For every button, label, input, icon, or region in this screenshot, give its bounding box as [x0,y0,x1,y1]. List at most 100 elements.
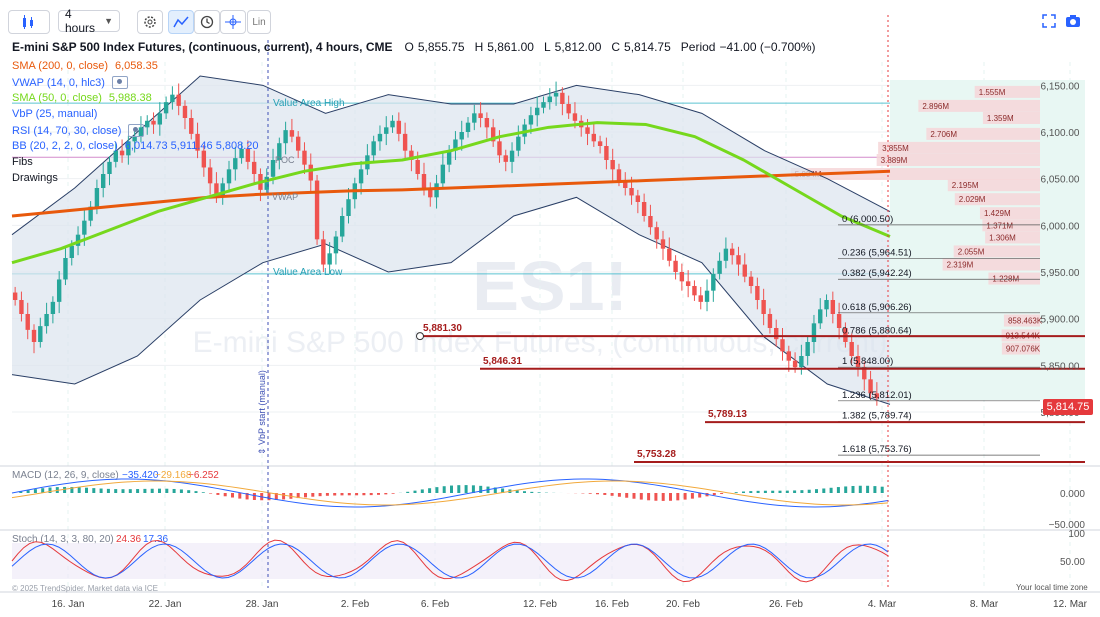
macd-hist-bar [537,492,541,493]
candle-body [704,290,710,302]
candle-body [415,160,420,174]
candle-body [145,120,150,128]
watermark-symbol: ES1! [472,247,628,325]
macd-hist-bar [121,489,125,493]
macd-hist-bar [442,486,446,493]
macd-hist-bar [99,488,103,493]
interval-select[interactable]: 4 hours ▼ [58,7,120,35]
indicator-legend-5[interactable]: BB (20, 2, 2, 0, close) 6,014.73 5,911.46… [12,140,259,152]
candle-body [371,141,376,156]
candle-body [843,328,848,342]
candle-body [767,314,773,328]
candle-body [729,248,735,256]
macd-hist-bar [172,488,176,493]
candle-body [811,323,817,342]
indicator-legend-4[interactable]: RSI (14, 70, 30, close) [12,124,145,137]
chart-type-button[interactable] [8,10,50,34]
macd-hist-bar [391,493,395,494]
candle-body [667,248,672,261]
visibility-eye-icon[interactable] [111,76,128,89]
period-label: Period [680,40,716,54]
macd-hist-bar [464,485,468,493]
candle-body [553,92,559,97]
replay-button[interactable] [194,10,220,34]
indicator-legend-0[interactable]: SMA (200, 0, close) 6,058.35 [12,60,158,72]
candle-body [591,133,597,142]
vbp-bar [947,179,1040,192]
candle-body [182,105,188,118]
macd-pane: MACD (12, 26, 9, close) −35.420−29.168−6.… [0,465,1100,531]
candle-body [440,164,446,184]
vbp-bar [1001,342,1040,355]
candle-body [685,281,691,286]
candle-body [220,183,225,198]
candle-body [547,96,552,103]
macd-hist-bar [450,485,453,493]
macd-hist-bar [471,485,475,493]
vbp-label: 2.055M [958,247,985,256]
fullscreen-button[interactable] [1040,10,1058,32]
macd-hist-bar [77,487,81,493]
stoch-pane: Stoch (14, 3, 3, 80, 20) 24.36 17.36 100 50.… [0,529,1100,593]
timezone-label[interactable]: Your local time zone [1016,583,1088,592]
candle-body [327,253,332,265]
candle-body [409,150,414,160]
vbp-label: 2.195M [952,181,979,190]
indicator-legend-1[interactable]: VWAP (14, 0, hlc3) [12,76,128,89]
x-tick-label: 2. Feb [341,599,370,610]
high-label: H [474,40,484,54]
stoch-band [12,543,888,579]
candle-body [868,379,873,394]
macd-hist-bar [698,493,702,498]
indicator-legend-2[interactable]: SMA (50, 0, close) 5,988.38 [12,92,152,104]
candle-body [585,127,590,134]
candle-body [484,118,490,128]
candle-body [283,130,288,144]
candle-body [509,150,515,162]
candle-body [390,120,395,128]
vbp-label: 2.319M [947,261,974,270]
crosshair-button[interactable] [220,10,246,34]
camera-icon [1066,15,1080,27]
indicator-legend-6[interactable]: Fibs [12,156,33,168]
value-area-low-label: Value Area Low [273,267,343,278]
x-tick-label: 12. Mar [1053,599,1088,610]
log-scale-toggle[interactable]: Lin [247,10,271,34]
macd-hist-bar [661,493,665,501]
level-label: 5,881.30 [423,323,462,334]
indicator-legend-7[interactable]: Drawings [12,172,58,184]
x-tick-label: 20. Feb [666,599,700,610]
macd-label: MACD (12, 26, 9, close) [12,470,119,481]
visibility-eye-icon[interactable] [128,124,145,137]
indicator-name: Drawings [12,172,58,184]
candle-body [635,195,641,202]
indicator-legend-3[interactable]: VbP (25, manual) [12,108,97,120]
candle-body [38,326,43,342]
vbp-bar [878,141,1040,154]
line-chart-icon [173,16,189,28]
crosshair-icon [225,15,241,29]
vbp-label: 3.889M [881,156,908,165]
y-tick-label: 5,950.00 [1041,268,1080,279]
macd-hist-bar [201,492,205,493]
macd-hist-bar [793,490,797,493]
candle-body [50,301,56,314]
indicators-button[interactable] [168,10,194,34]
macd-hist-bar [347,493,351,496]
macd-hist-bar [384,493,388,495]
candle-body [673,260,678,272]
candle-body [490,127,496,142]
snapshot-button[interactable] [1064,10,1082,32]
candle-body [346,199,351,216]
candle-body [101,174,106,188]
macd-hist-bar [48,487,52,493]
candle-body [25,314,30,330]
macd-hist-bar [523,491,526,493]
y-tick-label: 5,900.00 [1041,315,1080,326]
macd-hist-bar [676,493,680,501]
macd-hist-bar [720,493,724,494]
x-tick-label: 16. Feb [595,599,629,610]
candle-body [472,113,477,123]
settings-button[interactable] [137,10,163,34]
